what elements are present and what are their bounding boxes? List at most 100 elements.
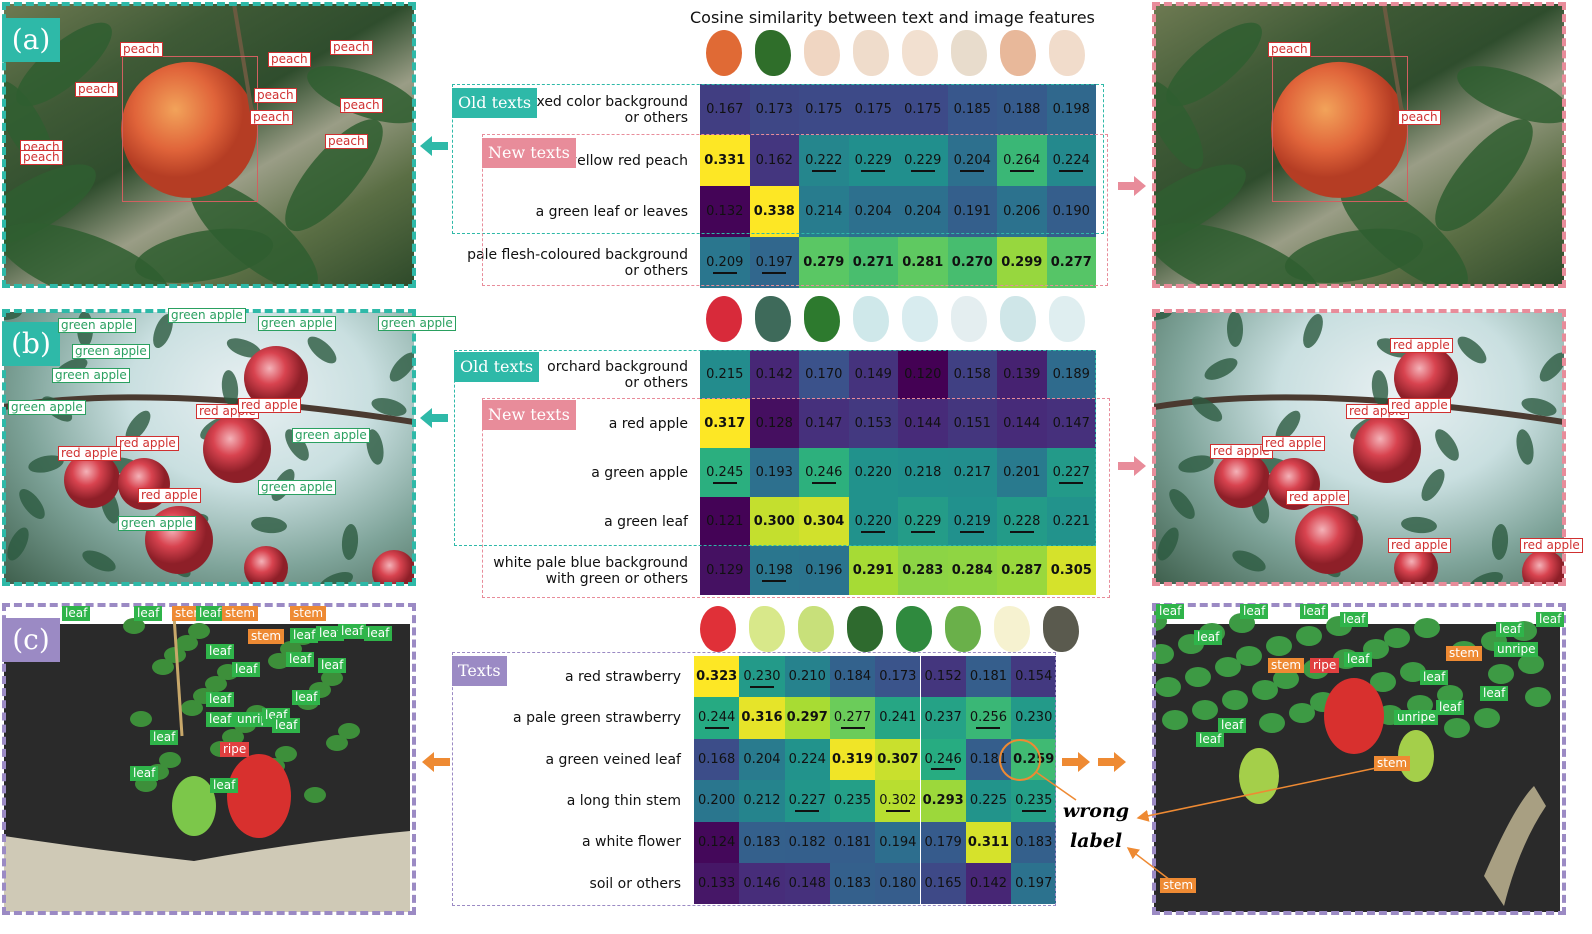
- cell-value: 0.181: [969, 751, 1008, 767]
- cell-underline: [931, 768, 956, 771]
- heatmap-a-cell: 0.277: [1046, 237, 1096, 288]
- orchard-scene: [1154, 312, 1564, 584]
- heatmap-c-cell: 0.237: [920, 697, 966, 739]
- cell-underline: [762, 271, 787, 274]
- heatmap-b-cell: 0.201: [997, 448, 1047, 497]
- cell-value: 0.271: [852, 255, 894, 270]
- cell-value: 0.149: [854, 367, 892, 382]
- heatmap-b-cell: 0.144: [997, 399, 1047, 448]
- cell-value: 0.154: [1015, 669, 1053, 684]
- det-b-left-label: green apple: [52, 368, 130, 383]
- cell-value: 0.184: [833, 669, 872, 684]
- cell-value: 0.241: [879, 710, 917, 726]
- cell-value: 0.227: [788, 793, 826, 809]
- cell-value: 0.198: [755, 563, 793, 578]
- heatmap-b-cell: 0.142: [749, 350, 799, 399]
- cell-value: 0.179: [924, 834, 962, 850]
- heatmap-c-row-label: a green veined leaf: [386, 752, 681, 768]
- arrow-b-right: [1118, 456, 1146, 476]
- det-b-left-label: red apple: [138, 488, 201, 503]
- heatmap-c-cell: 0.224: [784, 738, 830, 781]
- cell-value: 0.230: [1015, 710, 1053, 726]
- heatmap-b-cell: 0.300: [749, 497, 799, 546]
- heatmap-c-cell: 0.183: [739, 821, 785, 863]
- cell-value: 0.270: [951, 255, 993, 270]
- row-label-line: or others: [624, 262, 688, 279]
- det-c-left-label: leaf: [196, 606, 225, 621]
- new-texts-box-b: [482, 398, 1110, 598]
- det-b-left-label: green apple: [258, 316, 336, 331]
- cell-value: 0.196: [805, 563, 843, 578]
- cell-value: 0.120: [904, 367, 942, 382]
- thumb-a-4: [853, 30, 889, 76]
- cell-value: 0.191: [953, 204, 991, 219]
- heatmap-a-row-label: pale flesh-coloured background or others: [393, 247, 688, 279]
- cell-value: 0.147: [805, 416, 843, 431]
- heatmap-a-cell: 0.299: [997, 237, 1047, 288]
- cell-underline: [910, 169, 935, 172]
- cell-value: 0.165: [924, 876, 962, 891]
- det-c-right-label: leaf: [1480, 686, 1509, 701]
- heatmap-a-cell: 0.204: [947, 135, 997, 186]
- cell-value: 0.142: [755, 367, 793, 382]
- heatmap-c-cell: 0.256: [965, 697, 1012, 739]
- heatmap-c-cell: 0.197: [1011, 863, 1057, 905]
- heatmap-b-cell: 0.221: [1046, 497, 1096, 546]
- arrow-c-right: [1062, 752, 1090, 772]
- cell-value: 0.204: [904, 204, 942, 219]
- cell-value: 0.204: [953, 153, 991, 168]
- heatmap-a-cell: 0.264: [997, 135, 1047, 186]
- cell-value: 0.229: [854, 153, 892, 168]
- cell-value: 0.148: [788, 876, 826, 891]
- det-c-left-label: leaf: [338, 624, 367, 639]
- thumb-b-2: [755, 296, 791, 342]
- cell-value: 0.198: [1052, 102, 1090, 117]
- heatmap-a-cell: 0.214: [799, 186, 849, 237]
- cell-value: 0.121: [706, 514, 744, 529]
- heatmap-c-cell: 0.148: [784, 863, 830, 905]
- heatmap-b-row-label: a red apple: [393, 416, 688, 432]
- det-c-left-label: leaf: [318, 658, 347, 673]
- det-c-right-label: stem: [1374, 756, 1411, 771]
- det-c-right-label: leaf: [1536, 612, 1565, 627]
- heatmap-a-cell: 0.188: [997, 84, 1047, 135]
- cell-value: 0.244: [698, 710, 736, 726]
- heatmap-c-cell: 0.293: [920, 780, 966, 822]
- cell-value: 0.338: [753, 204, 795, 219]
- det-b-right-label: red apple: [1388, 398, 1451, 413]
- heatmap-a-row-label: a yellow red peach: [393, 153, 688, 169]
- heatmap-a-cell: 0.229: [848, 135, 898, 186]
- heatmap-c-cell: 0.142: [965, 863, 1012, 905]
- det-b-right-label: red apple: [1286, 490, 1349, 505]
- heatmap-b-cell: 0.147: [799, 399, 849, 448]
- cell-value: 0.302: [879, 793, 917, 809]
- thumb-c-5: [896, 606, 932, 652]
- cell-value: 0.235: [833, 793, 872, 809]
- heatmap-c-cell: 0.204: [739, 738, 785, 781]
- det-b-left-label: red apple: [238, 398, 301, 413]
- cell-value: 0.246: [924, 751, 962, 767]
- det-c-left-label: leaf: [292, 690, 321, 705]
- heatmap-c-cell: 0.182: [784, 821, 830, 863]
- det-a-right-label: peach: [1268, 42, 1311, 57]
- det-a-right-label: peach: [1398, 110, 1441, 125]
- det-c-right-label: leaf: [1300, 604, 1329, 619]
- cell-value: 0.229: [904, 514, 942, 529]
- det-c-left-label: leaf: [62, 606, 91, 621]
- det-b-right-label: red apple: [1388, 538, 1451, 553]
- cell-value: 0.190: [1052, 204, 1090, 219]
- heatmap-a-cell: 0.222: [799, 135, 849, 186]
- det-b-left-label: green apple: [378, 316, 456, 331]
- cell-value: 0.167: [706, 102, 744, 117]
- heatmap-b-cell: 0.228: [997, 497, 1047, 546]
- det-c-right-label: stem: [1268, 658, 1305, 673]
- cell-value: 0.299: [1001, 255, 1043, 270]
- row-label-line: a yellow red peach: [555, 152, 688, 169]
- cell-value: 0.237: [924, 710, 962, 726]
- heatmap-c-cell: 0.210: [784, 656, 830, 698]
- heatmap-b-cell: 0.215: [700, 350, 750, 399]
- thumb-a-6: [951, 30, 987, 76]
- heatmap-a-cell: 0.338: [749, 186, 799, 237]
- thumb-c-2: [749, 606, 785, 652]
- cell-underline: [976, 727, 1001, 730]
